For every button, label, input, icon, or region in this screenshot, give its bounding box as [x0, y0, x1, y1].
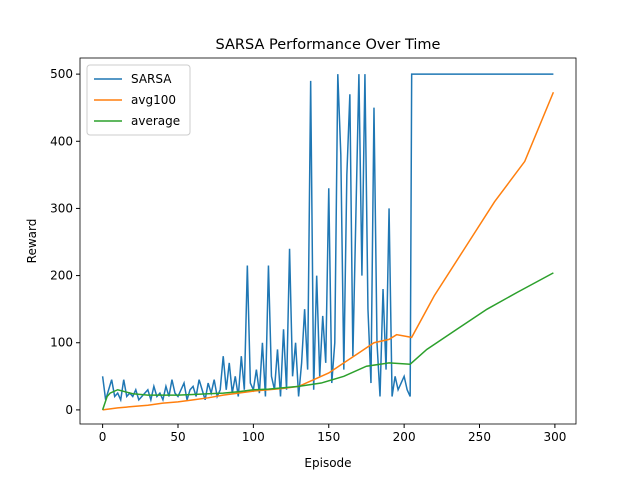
y-tick-label: 0	[65, 403, 73, 417]
x-tick-label: 0	[99, 430, 107, 444]
legend-label: average	[131, 114, 180, 128]
x-tick-label: 150	[317, 430, 340, 444]
y-tick-label: 500	[50, 67, 73, 81]
y-axis-label: Reward	[25, 219, 39, 264]
x-tick-label: 300	[543, 430, 566, 444]
legend-label: avg100	[131, 93, 176, 107]
series-line	[101, 272, 554, 411]
y-tick-label: 100	[50, 336, 73, 350]
x-axis-label: Episode	[304, 456, 351, 470]
x-tick-label: 200	[393, 430, 416, 444]
y-tick-label: 200	[50, 269, 73, 283]
plot-frame	[79, 57, 577, 425]
chart-title: SARSA Performance Over Time	[216, 37, 441, 53]
x-tick-label: 50	[170, 430, 185, 444]
y-tick-label: 300	[50, 201, 73, 215]
series-line	[101, 73, 554, 403]
legend-label: SARSA	[131, 72, 172, 86]
x-tick-label: 250	[468, 430, 491, 444]
legend-box	[86, 64, 191, 136]
series-line	[102, 91, 555, 411]
y-tick-label: 400	[50, 134, 73, 148]
x-tick-label: 100	[242, 430, 265, 444]
